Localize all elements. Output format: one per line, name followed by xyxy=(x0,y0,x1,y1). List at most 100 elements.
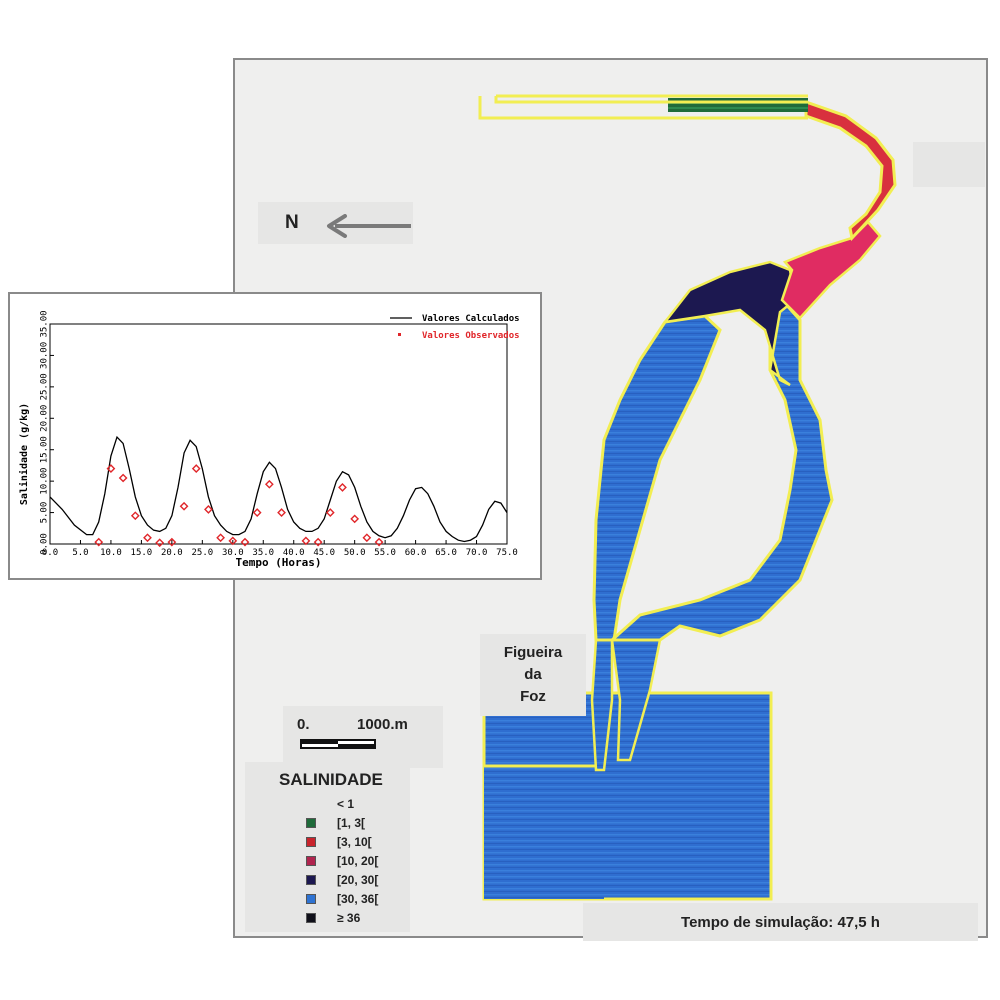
scale-end-label: 1000.m xyxy=(357,716,408,733)
x-tick-label: 0.0 xyxy=(42,548,58,558)
y-tick-label: 30.00 xyxy=(40,342,50,369)
y-tick-label: 5.00 xyxy=(40,502,50,524)
observed-point xyxy=(362,533,372,543)
x-tick-label: 65.0 xyxy=(435,548,457,558)
salinity-chart: 0.0 5.0 10.0 15.0 20.0 25.0 30.0 35.0 40.0 45.0 50… xyxy=(18,310,520,569)
north-branch xyxy=(592,314,722,642)
legend-item: [20, 30[ xyxy=(306,871,378,889)
observed-point xyxy=(313,537,323,547)
legend-item: [3, 10[ xyxy=(306,833,372,851)
x-tick-label: 50.0 xyxy=(344,548,366,558)
x-tick-label: 5.0 xyxy=(72,548,88,558)
upstream-canal-outline xyxy=(478,94,808,120)
north-label: N xyxy=(285,212,299,233)
upstream-canal-green xyxy=(668,98,808,112)
place-label: Figueira da Foz xyxy=(503,644,563,705)
observed-point xyxy=(350,514,360,524)
junction-dark-zone xyxy=(662,260,797,387)
legend-item: < 1 xyxy=(306,795,354,813)
legend-label: [3, 10[ xyxy=(337,835,372,849)
y-tick-label: 10.00 xyxy=(40,468,50,495)
y-tick-label: 20.00 xyxy=(40,405,50,432)
series-line-calculated xyxy=(49,435,508,543)
x-tick-label: 25.0 xyxy=(191,548,213,558)
blank-label-box xyxy=(913,142,985,187)
observed-point xyxy=(204,505,213,514)
observed-point xyxy=(94,537,104,547)
scale-start-label: 0. xyxy=(297,716,310,733)
legend-item: [1, 3[ xyxy=(306,814,365,832)
place-label-box: Figueira da Foz xyxy=(480,634,586,716)
chart-legend-label: Valores Observados xyxy=(422,331,520,341)
observed-point xyxy=(216,533,226,543)
ocean-area-lower xyxy=(484,766,604,899)
legend-point-marker xyxy=(398,333,401,336)
south-branch xyxy=(608,297,834,642)
observed-point xyxy=(167,537,177,547)
observed-point xyxy=(374,537,384,547)
legend-item: ≥ 36 xyxy=(306,909,360,927)
pink-zone xyxy=(780,220,882,320)
legend-item: [10, 20[ xyxy=(306,852,378,870)
scale-bar xyxy=(300,739,376,749)
observed-point xyxy=(338,483,347,492)
observed-point xyxy=(240,537,250,547)
plot-frame xyxy=(49,323,508,545)
x-tick-label: 30.0 xyxy=(222,548,244,558)
red-zone xyxy=(804,99,897,242)
simulation-time-label: Tempo de simulação: 47,5 h xyxy=(681,913,880,931)
upstream-canal-stripe-2 xyxy=(668,107,808,109)
observed-point xyxy=(143,533,152,543)
y-tick-label: 0.00 xyxy=(40,533,50,555)
legend-label: < 1 xyxy=(337,797,355,811)
x-tick-label: 10.0 xyxy=(100,548,122,558)
observed-point xyxy=(155,538,165,548)
legend-box xyxy=(245,762,410,932)
legend-label: ≥ 36 xyxy=(337,911,361,925)
legend-swatch xyxy=(306,875,316,885)
legend-swatch xyxy=(306,837,316,847)
legend-label: [10, 20[ xyxy=(337,854,379,868)
observed-point xyxy=(252,508,262,517)
legend-swatch xyxy=(306,894,316,904)
legend-label: [30, 36[ xyxy=(337,892,379,906)
x-tick-label: 60.0 xyxy=(405,548,427,558)
legend-title: SALINIDADE xyxy=(279,770,383,789)
observed-point xyxy=(130,511,140,521)
observed-point xyxy=(325,508,335,517)
observed-point xyxy=(118,473,128,483)
x-tick-label: 70.0 xyxy=(466,548,488,558)
legend-swatch xyxy=(306,799,316,809)
legend-swatch xyxy=(306,856,316,866)
observed-point xyxy=(191,464,201,473)
north-arrow-icon xyxy=(327,214,411,238)
scale-bar-box xyxy=(283,706,443,768)
legend-swatch xyxy=(306,818,316,828)
observed-point xyxy=(301,536,311,546)
observed-point xyxy=(264,479,274,489)
legend-label: [20, 30[ xyxy=(337,873,379,887)
x-tick-label: 75.0 xyxy=(496,548,518,558)
y-axis-label: Salinidade (g/kg) xyxy=(18,403,30,505)
observed-point xyxy=(277,508,286,517)
legend-swatch xyxy=(306,913,316,923)
x-tick-label: 20.0 xyxy=(161,548,183,558)
observed-point xyxy=(106,464,116,473)
x-tick-label: 45.0 xyxy=(313,548,335,558)
x-tick-label: 15.0 xyxy=(131,548,153,558)
observed-point xyxy=(228,536,238,546)
x-axis-label: Tempo (Horas) xyxy=(235,556,321,569)
legend-label: [1, 3[ xyxy=(337,816,366,830)
x-tick-label: 40.0 xyxy=(283,548,305,558)
x-tick-label: 35.0 xyxy=(252,548,274,558)
y-tick-label: 25.00 xyxy=(40,373,50,400)
legend-item: [30, 36[ xyxy=(306,890,378,908)
simulation-time-box: Tempo de simulação: 47,5 h xyxy=(583,903,978,941)
y-tick-label: 35.00 xyxy=(40,310,50,337)
salinity-chart-panel: 0.0 5.0 10.0 15.0 20.0 25.0 30.0 35.0 40.0 45.0 50… xyxy=(8,292,542,580)
y-tick-label: 15.00 xyxy=(40,436,50,463)
observed-point xyxy=(179,501,189,511)
x-tick-label: 55.0 xyxy=(374,548,396,558)
chart-legend-label: Valores Calculados xyxy=(422,314,520,324)
